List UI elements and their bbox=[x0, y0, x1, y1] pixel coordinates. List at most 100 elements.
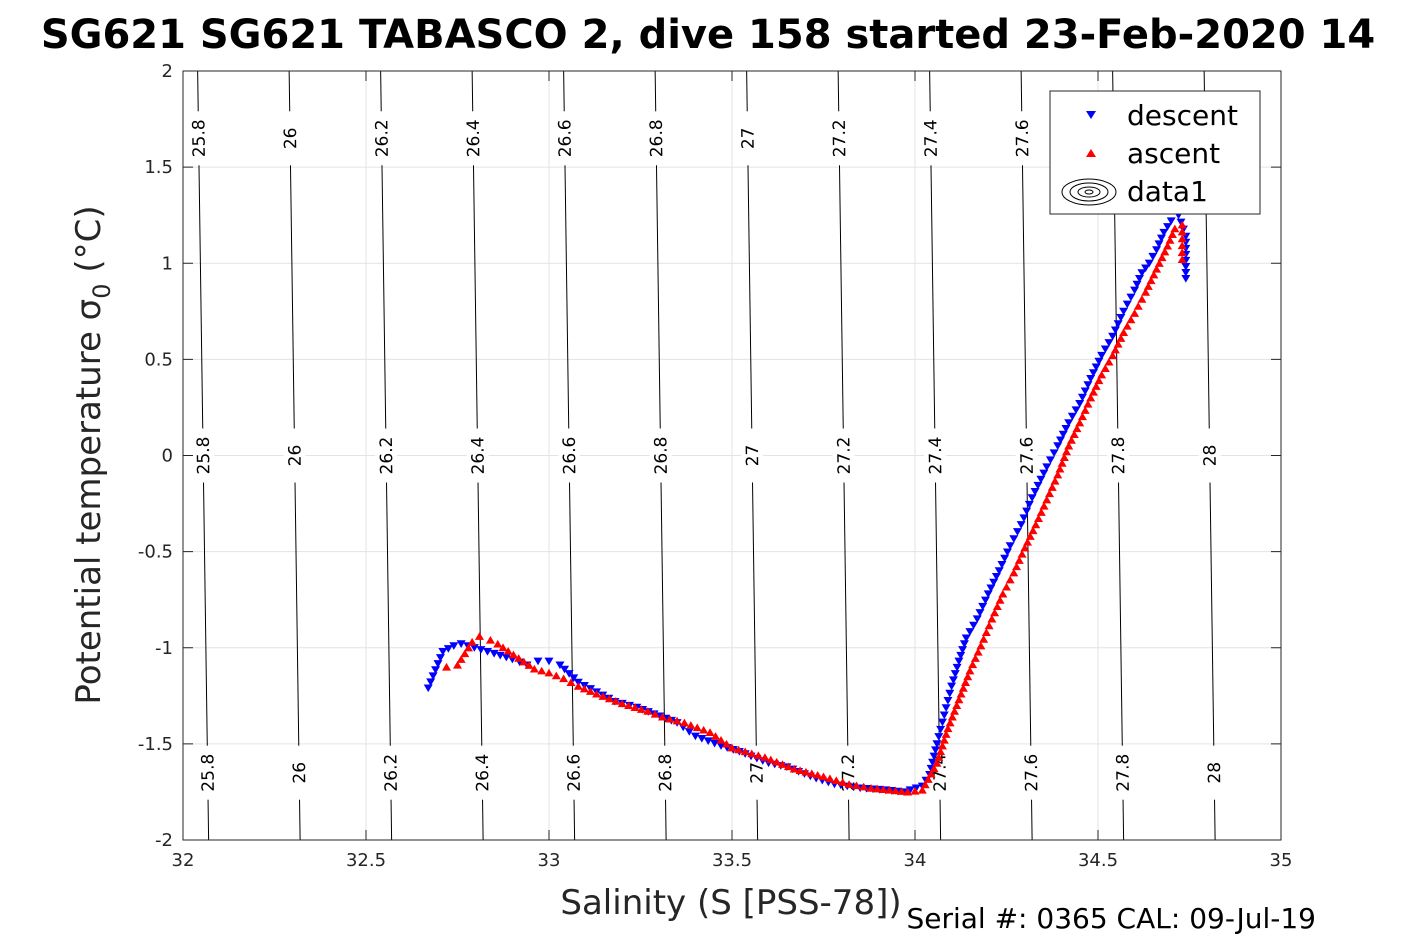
descent-fill-point-43-3 bbox=[1116, 313, 1126, 322]
ascent-point-38 bbox=[1064, 441, 1074, 450]
ascent-fill-point-9-1 bbox=[566, 678, 576, 686]
isopycnal-label-bg-6-1 bbox=[740, 428, 764, 483]
ascent-fill-point-27-4 bbox=[952, 701, 962, 710]
descent-point-14 bbox=[690, 732, 700, 741]
ascent-fill-point-22-2 bbox=[878, 785, 888, 793]
descent-fill-point-45-2 bbox=[1134, 275, 1144, 283]
descent-fill-point-25-3 bbox=[929, 752, 939, 761]
descent-fill-point-39-2 bbox=[1071, 406, 1081, 415]
ascent-point-27 bbox=[943, 724, 953, 733]
isopycnal-label-bg-11-2 bbox=[1202, 745, 1226, 800]
y-tick-label-2: -1 bbox=[155, 638, 173, 659]
ascent-fill-point-11-3 bbox=[611, 697, 621, 705]
descent-point-42 bbox=[1097, 351, 1107, 360]
ascent-fill-point-26-1 bbox=[934, 753, 944, 761]
ascent-point-4 bbox=[474, 632, 484, 640]
y-tick-label-0: -2 bbox=[155, 830, 173, 851]
descent-point-49 bbox=[1159, 228, 1169, 237]
isopycnal-label-bg-9-1 bbox=[1015, 428, 1039, 483]
ascent-fill-point-18-1 bbox=[766, 755, 776, 764]
descent-fill-point-45-1 bbox=[1132, 280, 1142, 289]
ascent-fill-point-7-1 bbox=[537, 666, 547, 675]
ascent-fill-point-34-3 bbox=[1028, 526, 1038, 535]
isopycnal-label-10-2: 27.8 bbox=[1113, 754, 1134, 792]
descent-fill-point-36-4 bbox=[1039, 469, 1049, 478]
descent-fill-point-41-2 bbox=[1091, 363, 1101, 372]
ascent-fill-point-33-1 bbox=[1012, 562, 1022, 571]
ascent-fill-point-44-2 bbox=[1137, 295, 1147, 303]
ascent-fill-point-35-3 bbox=[1039, 501, 1049, 510]
isopycnal-label-bg-3-2 bbox=[470, 745, 494, 800]
descent-fill-point-14-3 bbox=[710, 739, 720, 748]
ascent-point-22 bbox=[866, 784, 876, 792]
y-tick-label-3: -0.5 bbox=[138, 542, 173, 563]
ascent-fill-point-45-3 bbox=[1149, 270, 1159, 279]
ascent-fill-point-40-3 bbox=[1094, 376, 1104, 385]
isopycnal-label-4-1: 26.6 bbox=[560, 436, 581, 474]
ascent-fill-point-35-1 bbox=[1034, 514, 1044, 523]
axis-ticks: 32 32.5 33 33.5 34 34.5 35 -2 -1.5 -1 -0.5 0 0.5 1 1.5… bbox=[138, 61, 1293, 871]
descent-fill-point-51-1 bbox=[1176, 218, 1186, 227]
ascent-point-44 bbox=[1130, 309, 1140, 317]
ascent-fill-point-33-2 bbox=[1014, 556, 1024, 564]
isopycnal-label-bg-0-0 bbox=[187, 111, 210, 166]
ascent-fill-point-19-3 bbox=[807, 769, 817, 778]
isopycnal-label-bg-5-2 bbox=[653, 745, 677, 800]
ascent-fill-point-21-2 bbox=[859, 782, 869, 791]
descent-fill-point-34-1 bbox=[1009, 535, 1019, 543]
ascent-point-29 bbox=[965, 666, 975, 675]
ascent-fill-point-19-2 bbox=[801, 767, 811, 776]
descent-point-33 bbox=[994, 567, 1004, 575]
ascent-fill-point-19-4 bbox=[813, 770, 823, 779]
ascent-fill-point-29-1 bbox=[968, 660, 978, 669]
ascent-fill-point-49-2 bbox=[1177, 234, 1187, 243]
descent-point-9 bbox=[555, 661, 565, 670]
descent-fill-point-28-2 bbox=[950, 670, 960, 678]
ascent-fill-point-25-1 bbox=[920, 780, 930, 789]
x-tick-label-5: 34.5 bbox=[1078, 850, 1118, 871]
ascent-fill-point-41-2 bbox=[1104, 357, 1114, 366]
descent-point-34 bbox=[1005, 542, 1015, 550]
descent-point-3 bbox=[456, 640, 466, 648]
isopycnal-label-bg-10-2 bbox=[1111, 745, 1135, 800]
descent-fill-point-36-1 bbox=[1030, 488, 1040, 496]
isopycnal-label-9-1: 27.6 bbox=[1017, 436, 1038, 474]
isopycnal-label-bg-9-2 bbox=[1019, 745, 1043, 800]
ascent-point-6 bbox=[493, 639, 503, 648]
descent-fill-point-30-1 bbox=[965, 628, 975, 636]
descent-point-29 bbox=[954, 657, 964, 666]
descent-fill-point-33-2 bbox=[1000, 554, 1010, 563]
ascent-fill-point-23-1 bbox=[890, 786, 900, 795]
ascent-fill-point-36-3 bbox=[1050, 476, 1060, 485]
ascent-fill-point-18-3 bbox=[778, 760, 788, 768]
descent-point-0 bbox=[423, 684, 433, 693]
ascent-point-45 bbox=[1141, 288, 1151, 296]
descent-fill-point-3-2 bbox=[469, 644, 479, 652]
ascent-point-24 bbox=[903, 787, 913, 796]
ascent-fill-point-35-2 bbox=[1036, 508, 1046, 516]
ascent-fill-point-14-2 bbox=[672, 716, 682, 725]
isopycnal-label-6-2: 27 bbox=[748, 762, 768, 784]
isopycnal-label-bg-0-1 bbox=[191, 428, 215, 483]
ascent-fill-point-26-3 bbox=[937, 741, 947, 750]
descent-fill-point-36-2 bbox=[1033, 481, 1043, 490]
descent-fill-point-32-3 bbox=[991, 573, 1001, 581]
isopycnal-label-4-0: 26.6 bbox=[555, 119, 576, 157]
descent-fill-point-1-1 bbox=[443, 645, 453, 653]
descent-point-36 bbox=[1027, 494, 1037, 502]
y-tick-label-8: 2 bbox=[162, 61, 173, 82]
isopycnal-label-11-1: 28 bbox=[1200, 445, 1220, 467]
descent-point-38 bbox=[1053, 442, 1063, 450]
descent-fill-point-0-5 bbox=[435, 654, 445, 662]
isopycnal-label-bg-7-0 bbox=[827, 111, 851, 166]
ascent-fill-point-20-1 bbox=[825, 774, 835, 783]
descent-fill-point-40-2 bbox=[1080, 387, 1090, 396]
ascent-point-14 bbox=[657, 712, 667, 721]
ascent-fill-point-28-1 bbox=[956, 689, 966, 698]
y-axis-label: Potential temperature σ0 (°C) bbox=[69, 205, 116, 704]
ascent-point-3 bbox=[467, 637, 477, 646]
isopycnal-label-0-0: 25.8 bbox=[189, 119, 210, 157]
x-tick-label-1: 32.5 bbox=[346, 850, 386, 871]
legend: descent ascent data1 bbox=[1049, 90, 1261, 215]
ascent-fill-point-18-4 bbox=[783, 762, 793, 771]
